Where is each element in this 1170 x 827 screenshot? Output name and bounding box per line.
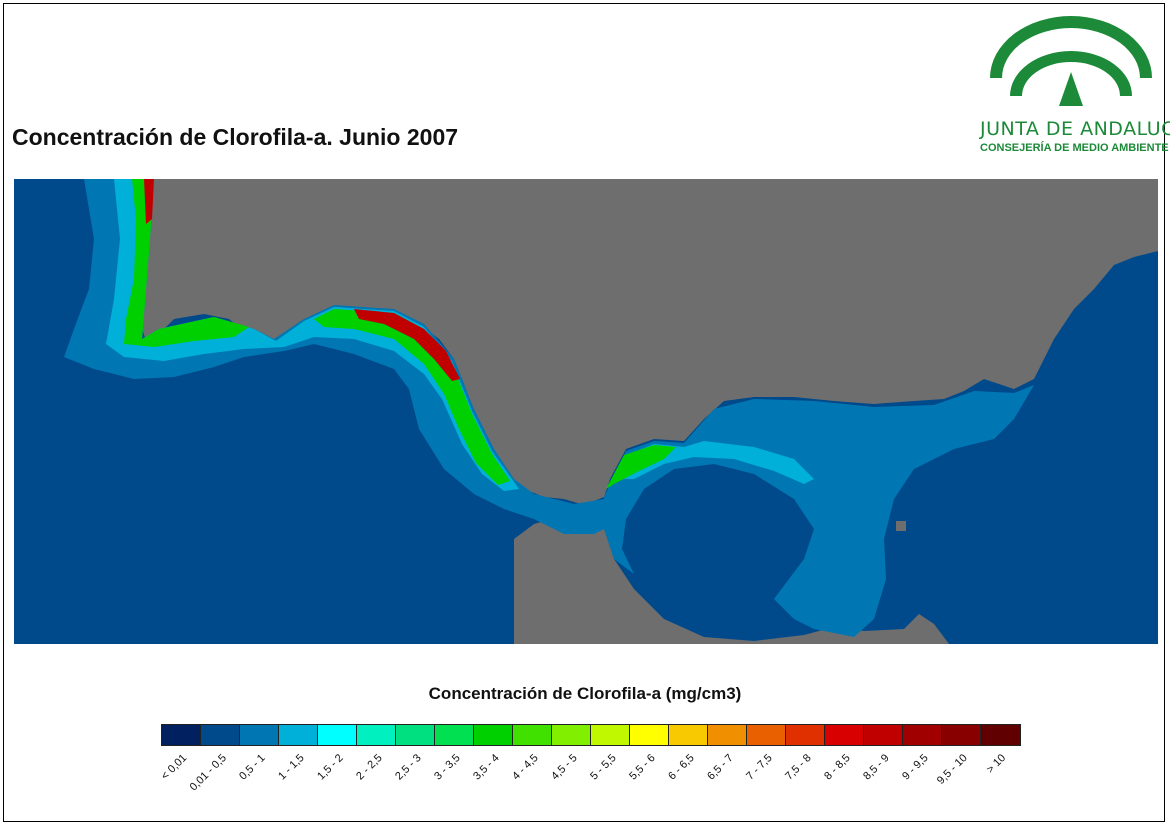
legend-label: 9 - 9,5 <box>899 752 931 783</box>
legend-swatch <box>357 725 396 745</box>
legend-swatch <box>279 725 318 745</box>
legend-swatch <box>942 725 981 745</box>
map-canvas <box>14 179 1158 644</box>
legend-swatch <box>630 725 669 745</box>
legend-label: > 10 <box>983 752 1008 776</box>
coastal-band-mid <box>106 179 519 491</box>
legend-label: 6 - 6,5 <box>665 752 697 783</box>
legend-swatch <box>981 725 1020 745</box>
legend-swatch <box>162 725 201 745</box>
alboran-band-green <box>606 445 676 489</box>
legend-label: 3 - 3,5 <box>431 752 463 783</box>
legend-label: 8,5 - 9 <box>860 752 892 783</box>
legend-swatch <box>474 725 513 745</box>
legend-swatch <box>864 725 903 745</box>
legend-label: 5,5 - 6 <box>626 752 658 783</box>
legend-label: 3,5 - 4 <box>470 752 502 783</box>
legend-label: 0,01 - 0,5 <box>187 752 229 794</box>
legend-label: 1,5 - 2 <box>314 752 346 783</box>
legend-swatch <box>435 725 474 745</box>
legend-title: Concentración de Clorofila-a (mg/cm3) <box>428 684 742 703</box>
legend-swatch <box>669 725 708 745</box>
legend-swatch <box>747 725 786 745</box>
logo-name: JUNTA DE ANDALUCIA <box>980 118 1170 140</box>
africa-land <box>514 517 949 644</box>
legend-swatch <box>396 725 435 745</box>
iberia-land <box>142 179 1158 505</box>
chlorophyll-map <box>14 179 1158 644</box>
page-title: Concentración de Clorofila-a. Junio 2007 <box>12 124 459 150</box>
coastal-band-green <box>124 179 510 485</box>
legend-label: 7,5 - 8 <box>782 752 814 783</box>
legend-label: < 0,01 <box>158 752 189 783</box>
legend-label: 6,5 - 7 <box>704 752 736 783</box>
logo-emblem-icon <box>990 16 1152 106</box>
legend-label: 8 - 8,5 <box>821 752 853 783</box>
legend-label: 2 - 2,5 <box>353 752 385 783</box>
legend-swatch <box>825 725 864 745</box>
legend-label: 4 - 4,5 <box>509 752 541 783</box>
legend-swatch <box>552 725 591 745</box>
legend-swatch <box>513 725 552 745</box>
legend-color-bar <box>161 724 1021 746</box>
legend-swatch <box>786 725 825 745</box>
legend-swatch <box>708 725 747 745</box>
legend-label: 9,5 - 10 <box>934 752 970 787</box>
legend-label: 1 - 1,5 <box>275 752 307 783</box>
logo-subtitle: CONSEJERÍA DE MEDIO AMBIENTE <box>980 142 1169 154</box>
legend-label: 2,5 - 3 <box>392 752 424 783</box>
legend-swatch <box>318 725 357 745</box>
legend-swatch <box>201 725 240 745</box>
legend-swatch <box>240 725 279 745</box>
legend-label: 4,5 - 5 <box>548 752 580 783</box>
legend-label: 5 - 5,5 <box>587 752 619 783</box>
legend-swatch <box>591 725 630 745</box>
island-land <box>896 521 906 531</box>
legend-label: 0,5 - 1 <box>236 752 268 783</box>
legend-swatch <box>903 725 942 745</box>
junta-de-andalucia-logo: JUNTA DE ANDALUCIA CONSEJERÍA DE MEDIO A… <box>980 14 1170 164</box>
legend-label: 7 - 7,5 <box>743 752 775 783</box>
